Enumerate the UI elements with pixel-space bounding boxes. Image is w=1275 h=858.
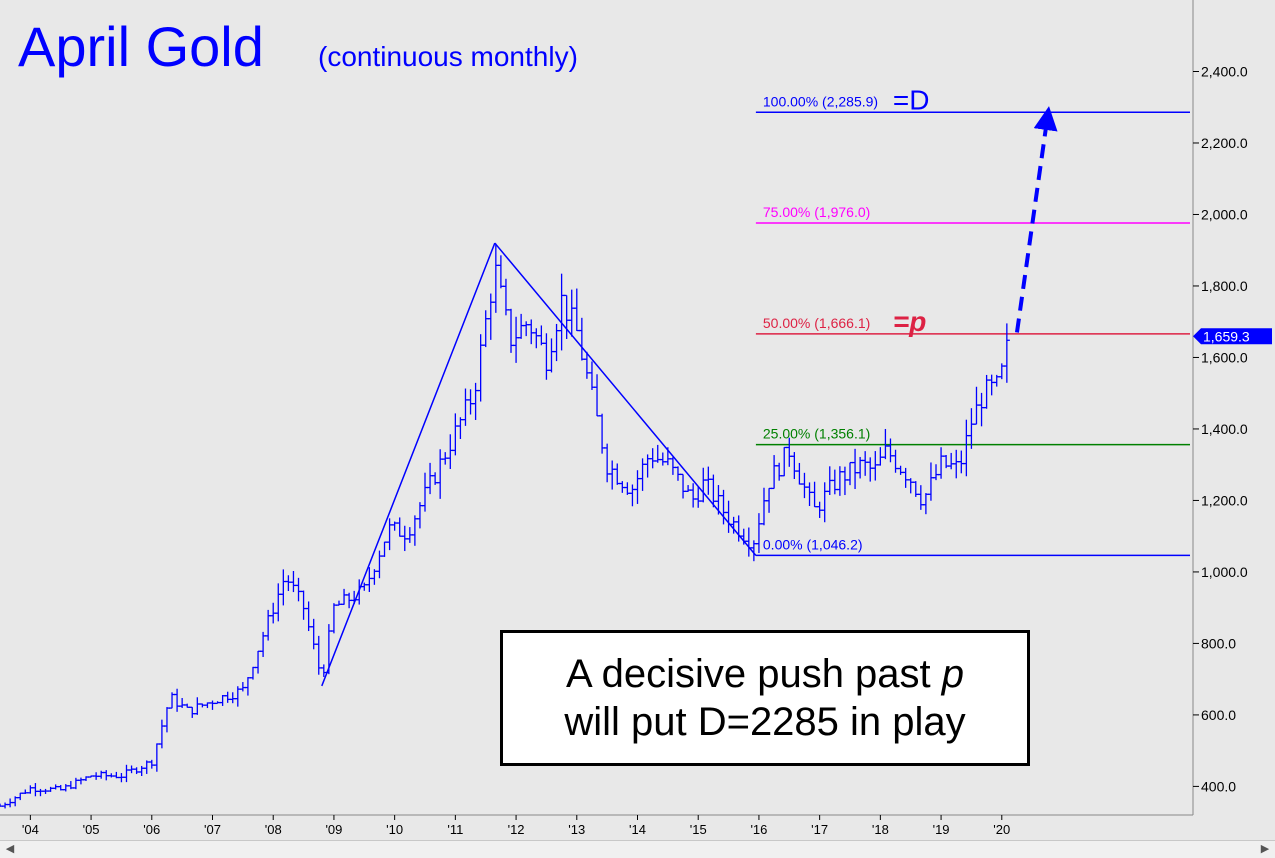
horizontal-scrollbar[interactable]: ◀ ▶ [0, 840, 1275, 858]
y-tick-label: 1,400.0 [1201, 421, 1248, 437]
scroll-left-icon[interactable]: ◀ [5, 843, 15, 855]
chart-subtitle: (continuous monthly) [318, 41, 578, 72]
y-tick-label: 1,800.0 [1201, 278, 1248, 294]
x-tick-label: '20 [993, 822, 1010, 837]
x-tick-label: '17 [811, 822, 828, 837]
scroll-right-icon[interactable]: ▶ [1260, 843, 1270, 855]
x-tick-label: '13 [568, 822, 585, 837]
x-tick-label: '14 [629, 822, 646, 837]
annotation-line1-prefix: A decisive push past [565, 652, 942, 696]
x-tick-label: '06 [143, 822, 160, 837]
x-tick-label: '10 [386, 822, 403, 837]
y-tick-label: 800.0 [1201, 635, 1236, 651]
x-tick-label: '19 [933, 822, 950, 837]
x-tick-label: '12 [508, 822, 525, 837]
y-axis: 400.0 600.0 800.0 1,000.0 1,200.0 1,400.0 1,60… [1193, 63, 1248, 794]
level-label: 100.00% (2,285.9) [763, 93, 878, 109]
swing-line [494, 242, 757, 556]
x-tick-label: '05 [83, 822, 100, 837]
y-tick-label: 2,200.0 [1201, 135, 1248, 151]
x-tick-label: '15 [690, 822, 707, 837]
y-tick-label: 1,200.0 [1201, 492, 1248, 508]
x-tick-label: '18 [872, 822, 889, 837]
annotation-line1: A decisive push past p [566, 650, 964, 698]
x-tick-label: '08 [265, 822, 282, 837]
last-price-marker: 1,659.3 [1193, 328, 1272, 345]
y-tick-label: 400.0 [1201, 778, 1236, 794]
x-axis: '04 '05 '06 '07 '08 '09 '10 '11 '12 '13 '14 '15 '16 '… [22, 815, 1010, 837]
level-label: 25.00% (1,356.1) [763, 426, 870, 442]
x-tick-label: '11 [447, 822, 463, 837]
x-tick-label: '16 [750, 822, 767, 837]
y-tick-label: 2,400.0 [1201, 63, 1248, 79]
last-price-tag [1193, 328, 1272, 345]
projection-arrow [1014, 106, 1058, 333]
x-tick-label: '07 [204, 822, 221, 837]
y-tick-label: 2,000.0 [1201, 206, 1248, 222]
retracement-levels: 100.00% (2,285.9) =D 75.00% (1,976.0) 50.00… [755, 84, 1190, 557]
level-label: 0.00% (1,046.2) [763, 536, 863, 552]
level-tag: =p [893, 306, 926, 337]
level-label: 50.00% (1,666.1) [763, 315, 870, 331]
annotation-callout: A decisive push past p will put D=2285 i… [500, 630, 1030, 766]
swing-line [321, 242, 496, 687]
swing-lines [321, 242, 757, 687]
y-tick-label: 1,000.0 [1201, 564, 1248, 580]
projection [1014, 106, 1058, 333]
level-label: 75.00% (1,976.0) [763, 204, 870, 220]
chart-title: April Gold [18, 15, 264, 78]
annotation-line2: will put D=2285 in play [564, 700, 966, 744]
x-tick-label: '09 [325, 822, 342, 837]
last-price-label: 1,659.3 [1203, 328, 1250, 344]
x-tick-label: '04 [22, 822, 39, 837]
annotation-line1-var: p [941, 652, 965, 696]
y-tick-label: 1,600.0 [1201, 349, 1248, 365]
level-tag: =D [893, 84, 930, 115]
y-tick-label: 600.0 [1201, 707, 1236, 723]
